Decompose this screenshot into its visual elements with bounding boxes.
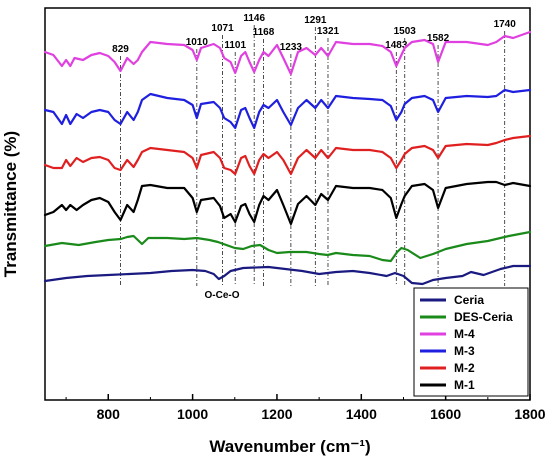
x-tick-label: 1800 <box>514 406 545 422</box>
peak-label: 1010 <box>186 37 209 48</box>
legend-label-m-2: M-2 <box>454 361 475 375</box>
peak-label: 1582 <box>427 33 450 44</box>
peak-label: 1071 <box>211 23 234 34</box>
series-line-m-2 <box>43 134 532 176</box>
peak-label: 829 <box>112 44 129 55</box>
legend-label-ceria: Ceria <box>454 293 484 307</box>
legend-label-m-1: M-1 <box>454 378 475 392</box>
peak-label: 1146 <box>243 13 265 24</box>
series-line-m-1 <box>43 180 532 226</box>
peak-label: 1291 <box>304 15 327 26</box>
legend-label-des-ceria: DES-Ceria <box>454 310 513 324</box>
peak-label: 1101 <box>224 40 246 51</box>
x-tick-label: 800 <box>97 406 121 422</box>
x-tick-label: 1000 <box>177 406 208 422</box>
x-axis-title: Wavenumber (cm⁻¹) <box>209 437 370 456</box>
peak-label: 1321 <box>317 26 340 37</box>
series-line-m-4 <box>43 30 532 76</box>
series-lines <box>43 30 532 286</box>
peak-label: 1503 <box>394 26 417 37</box>
series-line-m-3 <box>43 88 532 130</box>
x-axis-ticks: 800 1000 1200 1400 1600 1800 <box>65 394 546 422</box>
x-tick-label: 1400 <box>346 406 377 422</box>
peak-label: 1168 <box>253 27 275 38</box>
y-axis-title: Transmittance (%) <box>1 131 20 277</box>
series-line-ceria <box>43 264 532 286</box>
peak-label: 1483 <box>385 40 408 51</box>
plot-frame <box>44 7 531 401</box>
x-tick-label: 1200 <box>261 406 292 422</box>
peak-label: 1233 <box>280 42 303 53</box>
x-tick-label: 1600 <box>430 406 461 422</box>
peak-label: 1740 <box>494 19 517 30</box>
legend: Ceria DES-Ceria M-4 M-3 M-2 M-1 <box>413 287 529 397</box>
legend-label-m-4: M-4 <box>454 327 475 341</box>
o-ce-o-annotation: O-Ce-O <box>205 290 240 301</box>
series-line-des-ceria <box>43 230 532 263</box>
legend-label-m-3: M-3 <box>454 344 475 358</box>
legend-box <box>413 287 529 397</box>
